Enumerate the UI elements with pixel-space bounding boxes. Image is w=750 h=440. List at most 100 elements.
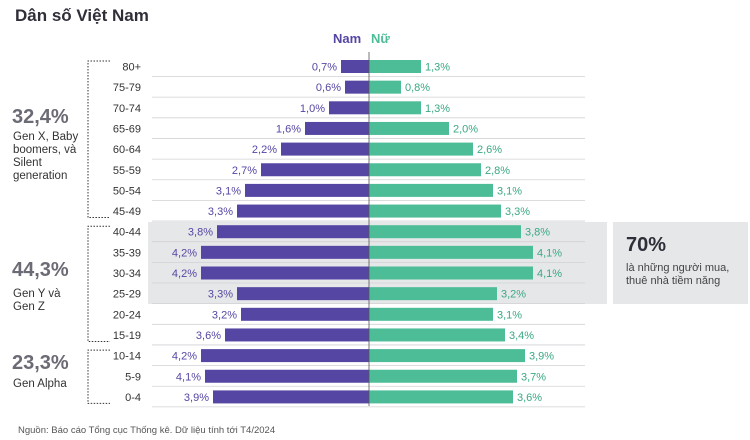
male-value-label: 2,2% [252,144,277,156]
male-value-label: 4,1% [176,371,201,383]
female-value-label: 1,3% [425,62,450,74]
female-bar [369,266,533,280]
female-bar [369,287,497,301]
age-label: 70-74 [113,103,141,115]
group-3-label: Gen Alpha [13,378,67,390]
group-3-percentage: 23,3% [12,352,69,374]
male-value-label: 0,6% [316,82,341,94]
female-value-label: 3,6% [517,392,542,404]
female-bar [369,60,421,73]
male-value-label: 4,2% [172,247,197,259]
female-value-label: 3,1% [497,185,522,197]
female-value-label: 2,8% [485,165,510,177]
group-bracket-3 [87,349,110,404]
female-value-label: 3,8% [525,227,550,239]
male-value-label: 2,7% [232,165,257,177]
callout-percentage: 70% [626,234,667,256]
age-label: 45-49 [113,206,141,218]
source-note: Nguồn: Báo cáo Tổng cục Thống kê. Dữ liệ… [18,425,276,436]
male-bar [217,225,369,239]
group-bracket-2 [87,225,110,342]
female-value-label: 3,9% [529,351,554,363]
female-bar [369,142,473,156]
chart-title: Dân số Việt Nam [15,6,149,25]
age-label: 55-59 [113,165,141,177]
female-bar [369,307,493,321]
male-value-label: 1,6% [276,123,301,135]
male-bar [305,121,369,135]
male-value-label: 3,3% [208,289,233,301]
female-bar [369,204,501,218]
age-label: 30-34 [113,268,141,280]
age-label: 75-79 [113,82,141,94]
callout-text: là những người mua, thuê nhà tiềm năng [626,262,730,287]
female-value-label: 3,1% [497,309,522,321]
male-bar [261,163,369,177]
female-value-label: 2,6% [477,144,502,156]
female-bar [369,225,521,239]
female-value-label: 4,1% [537,268,562,280]
age-label: 50-54 [113,185,141,197]
female-bar [369,369,517,383]
male-bar [345,80,369,94]
female-bar [369,80,401,94]
male-bar [205,369,369,383]
group-1-percentage: 32,4% [12,106,69,128]
age-label: 15-19 [113,330,141,342]
group-bracket-1 [87,60,110,219]
female-value-label: 3,2% [501,289,526,301]
legend-male: Nam [333,31,362,46]
male-value-label: 3,9% [184,392,209,404]
group-2-label: Gen Y và Gen Z [13,288,61,313]
female-bar [369,121,449,135]
male-bar [201,266,369,280]
female-value-label: 0,8% [405,82,430,94]
male-value-label: 3,2% [212,309,237,321]
male-value-label: 3,1% [216,185,241,197]
female-bar [369,245,533,259]
female-bar [369,349,525,363]
male-value-label: 1,0% [300,103,325,115]
male-bar [201,245,369,259]
female-value-label: 3,7% [521,371,546,383]
male-bar [201,349,369,363]
male-bar [245,183,369,197]
female-bar [369,183,493,197]
male-value-label: 4,2% [172,351,197,363]
male-bar [241,307,369,321]
age-label: 25-29 [113,289,141,301]
age-label: 60-64 [113,144,141,156]
female-value-label: 3,4% [509,330,534,342]
female-value-label: 2,0% [453,123,478,135]
male-value-label: 3,8% [188,227,213,239]
age-label: 65-69 [113,123,141,135]
male-value-label: 3,3% [208,206,233,218]
group-1-label: Gen X, Baby boomers, và Silent generatio… [13,131,79,182]
male-bar [281,142,369,156]
male-bar [341,60,369,73]
female-bar [369,101,421,115]
male-bar [213,390,369,404]
male-value-label: 4,2% [172,268,197,280]
age-label: 35-39 [113,247,141,259]
female-value-label: 3,3% [505,206,530,218]
female-value-label: 1,3% [425,103,450,115]
male-bar [329,101,369,115]
age-label: 20-24 [113,309,141,321]
female-bar [369,390,513,404]
male-value-label: 3,6% [196,330,221,342]
female-bar [369,163,481,177]
male-bar [237,287,369,301]
male-bar [225,328,369,342]
group-2-percentage: 44,3% [12,259,69,281]
age-label: 0-4 [125,392,141,404]
age-label: 40-44 [113,227,141,239]
age-label: 10-14 [113,351,141,363]
callout-box [613,222,748,304]
male-value-label: 0,7% [312,62,337,74]
female-bar [369,328,505,342]
female-value-label: 4,1% [537,247,562,259]
age-label: 80+ [122,62,141,74]
legend-female: Nữ [371,31,390,46]
